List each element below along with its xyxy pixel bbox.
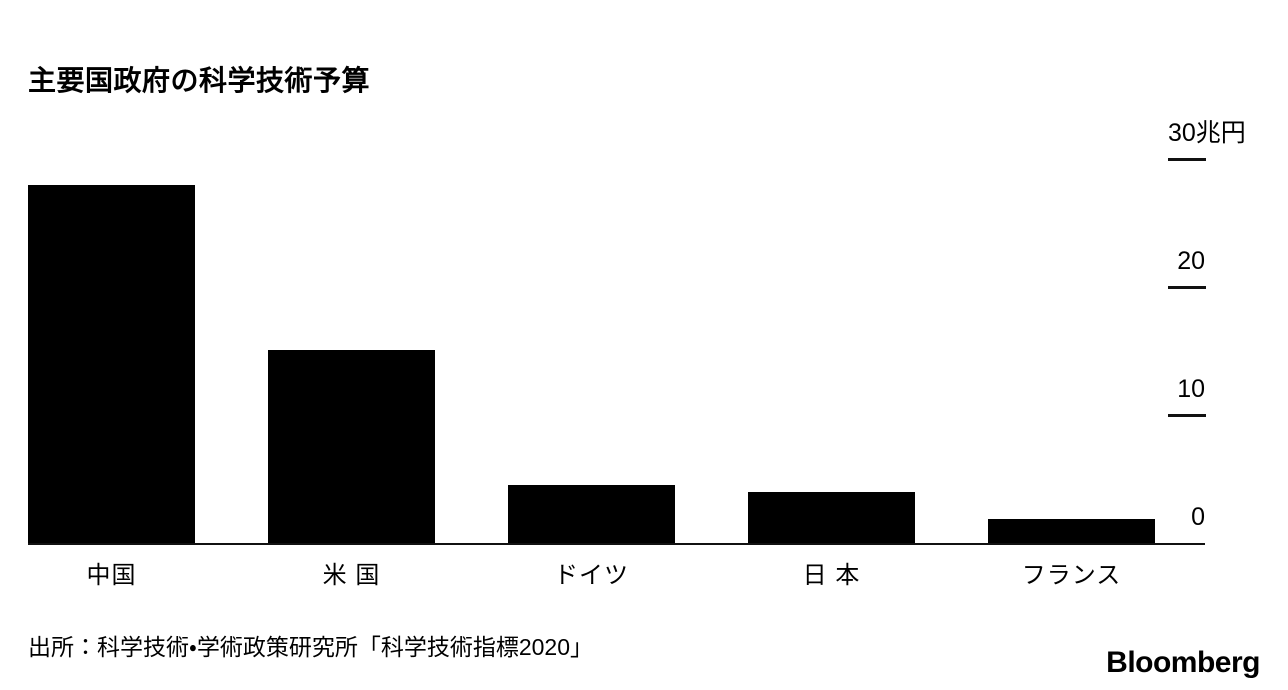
bar-フランス: [988, 519, 1155, 543]
x-axis-line: [28, 543, 1205, 545]
bar-中国: [28, 185, 195, 543]
bar-日本: [748, 492, 915, 543]
y-tick-dash-10: [1168, 414, 1206, 417]
x-label-日本: 日 本: [802, 562, 861, 589]
y-tick-dash-20: [1168, 286, 1206, 289]
chart-title: 主要国政府の科学技術予算: [28, 64, 371, 96]
bar-ドイツ: [508, 485, 675, 543]
x-label-フランス: フランス: [1021, 562, 1122, 589]
x-label-米国: 米 国: [322, 562, 381, 589]
bloomberg-logo: Bloomberg: [1106, 646, 1260, 679]
x-label-中国: 中国: [86, 562, 137, 589]
y-tick-dash-30: [1168, 158, 1206, 161]
x-label-ドイツ: ドイツ: [554, 562, 629, 589]
bar-米国: [268, 350, 435, 543]
y-tick-label-20: 20: [1177, 247, 1205, 275]
source-note: 出所：科学技術・学術政策研究所「科学技術指標2020」: [28, 634, 593, 660]
y-tick-label-30: 30兆円: [1168, 119, 1246, 147]
y-tick-label-10: 10: [1177, 375, 1205, 403]
bar-chart-plot-area: [28, 159, 1205, 543]
y-tick-label-0: 0: [1191, 503, 1205, 531]
